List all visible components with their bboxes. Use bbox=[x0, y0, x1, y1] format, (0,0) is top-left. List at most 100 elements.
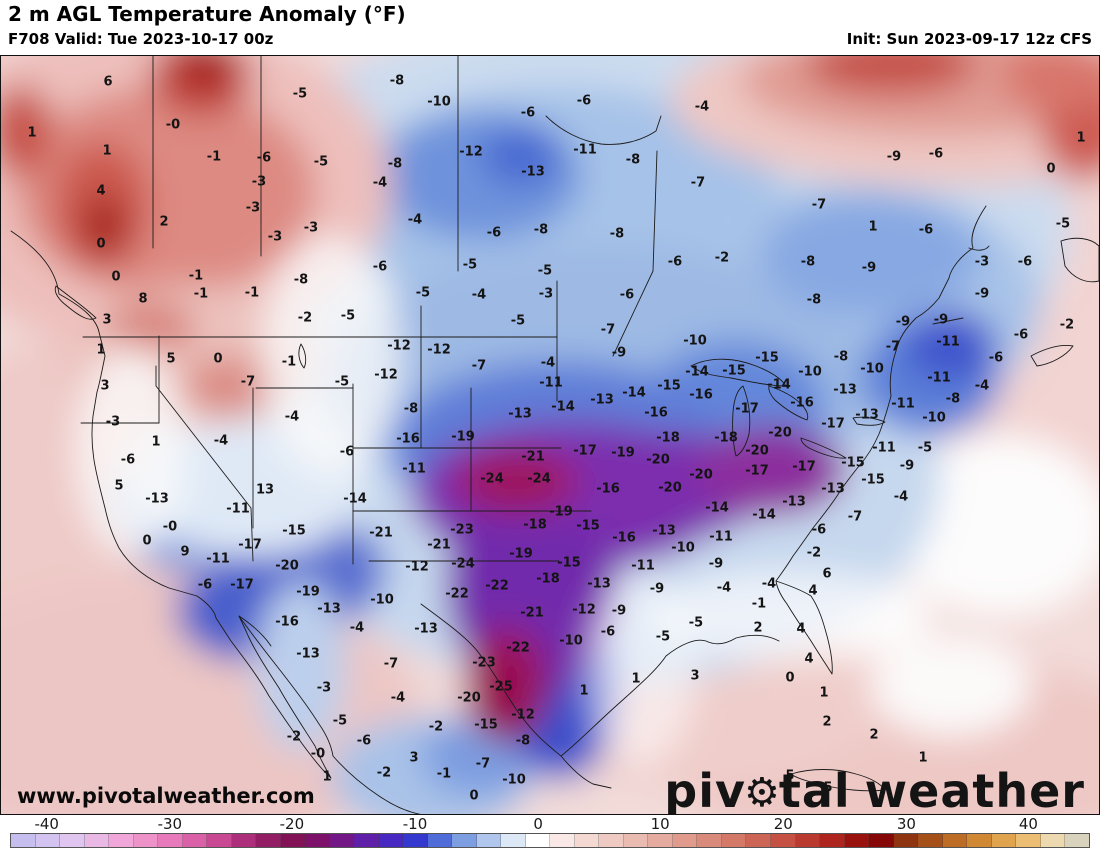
temp-anomaly-label: -10 bbox=[922, 410, 946, 426]
temp-anomaly-label: -5 bbox=[688, 615, 704, 631]
temp-anomaly-label: 5 bbox=[114, 478, 124, 494]
temp-anomaly-label: -8 bbox=[625, 152, 641, 168]
temp-anomaly-label: -12 bbox=[572, 602, 596, 618]
temp-anomaly-label: -13 bbox=[508, 406, 532, 422]
temp-anomaly-label: -2 bbox=[376, 765, 392, 781]
temp-anomaly-label: -11 bbox=[573, 142, 597, 158]
temp-anomaly-label: -20 bbox=[658, 480, 682, 496]
temp-anomaly-label: -20 bbox=[768, 425, 792, 441]
temp-anomaly-label: -3 bbox=[105, 414, 121, 430]
temp-anomaly-label: -17 bbox=[745, 463, 769, 479]
temp-anomaly-label: -9 bbox=[611, 603, 627, 619]
temp-anomaly-label: -1 bbox=[193, 286, 209, 302]
colorbar-segment bbox=[942, 834, 968, 847]
temp-anomaly-label: 3 bbox=[100, 378, 110, 394]
watermark-url: www.pivotalweather.com bbox=[17, 784, 315, 808]
temp-anomaly-label: -10 bbox=[798, 364, 822, 380]
temp-anomaly-label: -2 bbox=[297, 310, 313, 326]
geo-borders bbox=[10, 56, 1099, 814]
temp-anomaly-label: -19 bbox=[611, 445, 635, 461]
temp-anomaly-label: -12 bbox=[374, 367, 398, 383]
temp-anomaly-label: -20 bbox=[646, 452, 670, 468]
temp-anomaly-label: -17 bbox=[792, 459, 816, 475]
temp-anomaly-label: -13 bbox=[855, 407, 879, 423]
temp-anomaly-label: -14 bbox=[622, 385, 646, 401]
temp-anomaly-label: -11 bbox=[936, 334, 960, 350]
temp-anomaly-label: -12 bbox=[427, 342, 451, 358]
temp-anomaly-label: -15 bbox=[722, 363, 746, 379]
colorbar-segment bbox=[158, 834, 183, 847]
temp-anomaly-label: -2 bbox=[428, 719, 444, 735]
temp-anomaly-label: -24 bbox=[451, 556, 475, 572]
temp-anomaly-label: -8 bbox=[800, 254, 816, 270]
temp-anomaly-label: -9 bbox=[899, 458, 915, 474]
temp-anomaly-label: -16 bbox=[275, 614, 299, 630]
colorbar-segment bbox=[574, 834, 600, 847]
temp-anomaly-label: -8 bbox=[515, 733, 531, 749]
colorbar-segment bbox=[918, 834, 943, 847]
temp-anomaly-label: -8 bbox=[389, 73, 405, 89]
temp-anomaly-label: -24 bbox=[480, 471, 504, 487]
temp-anomaly-label: -6 bbox=[120, 452, 136, 468]
colorbar-tick-label: -40 bbox=[34, 815, 59, 833]
temp-anomaly-label: -12 bbox=[511, 707, 535, 723]
temp-anomaly-label: 4 bbox=[808, 583, 818, 599]
temp-anomaly-label: -3 bbox=[538, 286, 554, 302]
temp-anomaly-label: -5 bbox=[340, 308, 356, 324]
colorbar-segment bbox=[329, 834, 355, 847]
temp-anomaly-label: -11 bbox=[891, 396, 915, 412]
temp-anomaly-label: -14 bbox=[767, 377, 791, 393]
temp-anomaly-label: -15 bbox=[755, 350, 779, 366]
temp-anomaly-label: -4 bbox=[540, 355, 556, 371]
temp-anomaly-label: -4 bbox=[372, 175, 388, 191]
temp-anomaly-label: 5 bbox=[785, 768, 795, 784]
colorbar-segment bbox=[893, 834, 919, 847]
temp-anomaly-label: -25 bbox=[489, 679, 513, 695]
temp-anomaly-label: -1 bbox=[188, 268, 204, 284]
colorbar-segment bbox=[280, 834, 306, 847]
temp-anomaly-label: 0 bbox=[213, 351, 223, 367]
temp-anomaly-label: -14 bbox=[705, 500, 729, 516]
temp-anomaly-label: -19 bbox=[549, 504, 573, 520]
colorbar-segment bbox=[869, 834, 894, 847]
temp-anomaly-label: 3 bbox=[409, 750, 419, 766]
colorbar-segment bbox=[109, 834, 134, 847]
temp-anomaly-label: -7 bbox=[885, 339, 901, 355]
colorbar-segment bbox=[84, 834, 110, 847]
colorbar-tick-label: 30 bbox=[896, 815, 916, 833]
temp-anomaly-label: -5 bbox=[415, 285, 431, 301]
colorbar-tick-label: -30 bbox=[157, 815, 183, 833]
temp-anomaly-label: -0 bbox=[310, 746, 326, 762]
temp-anomaly-label: -11 bbox=[872, 440, 896, 456]
colorbar-segment bbox=[746, 834, 771, 847]
temp-anomaly-label: -6 bbox=[811, 522, 827, 538]
temp-anomaly-label: -16 bbox=[689, 387, 713, 403]
temp-anomaly-label: -5 bbox=[334, 374, 350, 390]
colorbar-segment bbox=[256, 834, 281, 847]
temp-anomaly-label: -11 bbox=[709, 529, 733, 545]
temp-anomaly-label: -7 bbox=[811, 197, 827, 213]
temp-anomaly-label: -3 bbox=[267, 229, 283, 245]
temp-anomaly-label: -9 bbox=[649, 581, 665, 597]
temp-anomaly-label: -13 bbox=[590, 392, 614, 408]
temp-anomaly-label: -6 bbox=[667, 254, 683, 270]
temp-anomaly-label: -6 bbox=[619, 287, 635, 303]
temp-anomaly-label: -6 bbox=[486, 225, 502, 241]
temp-anomaly-label: 13 bbox=[255, 482, 275, 498]
temp-anomaly-label: -19 bbox=[451, 429, 475, 445]
temp-anomaly-label: -4 bbox=[407, 212, 423, 228]
temp-anomaly-label: -2 bbox=[714, 250, 730, 266]
init-time-label: Init: Sun 2023-09-17 12z CFS bbox=[846, 30, 1092, 48]
temp-anomaly-label: -8 bbox=[609, 226, 625, 242]
colorbar-segment bbox=[795, 834, 821, 847]
temp-anomaly-label: -1 bbox=[281, 354, 297, 370]
temp-anomaly-label: -15 bbox=[861, 472, 885, 488]
temp-anomaly-label: -5 bbox=[292, 86, 308, 102]
temp-anomaly-label: -8 bbox=[833, 349, 849, 365]
temp-anomaly-label: -3 bbox=[303, 220, 319, 236]
temp-anomaly-label: -11 bbox=[402, 461, 426, 477]
temp-anomaly-label: -14 bbox=[343, 491, 367, 507]
colorbar-segment bbox=[403, 834, 428, 847]
temp-anomaly-label: -7 bbox=[847, 509, 863, 525]
temp-anomaly-label: 5 bbox=[166, 351, 176, 367]
